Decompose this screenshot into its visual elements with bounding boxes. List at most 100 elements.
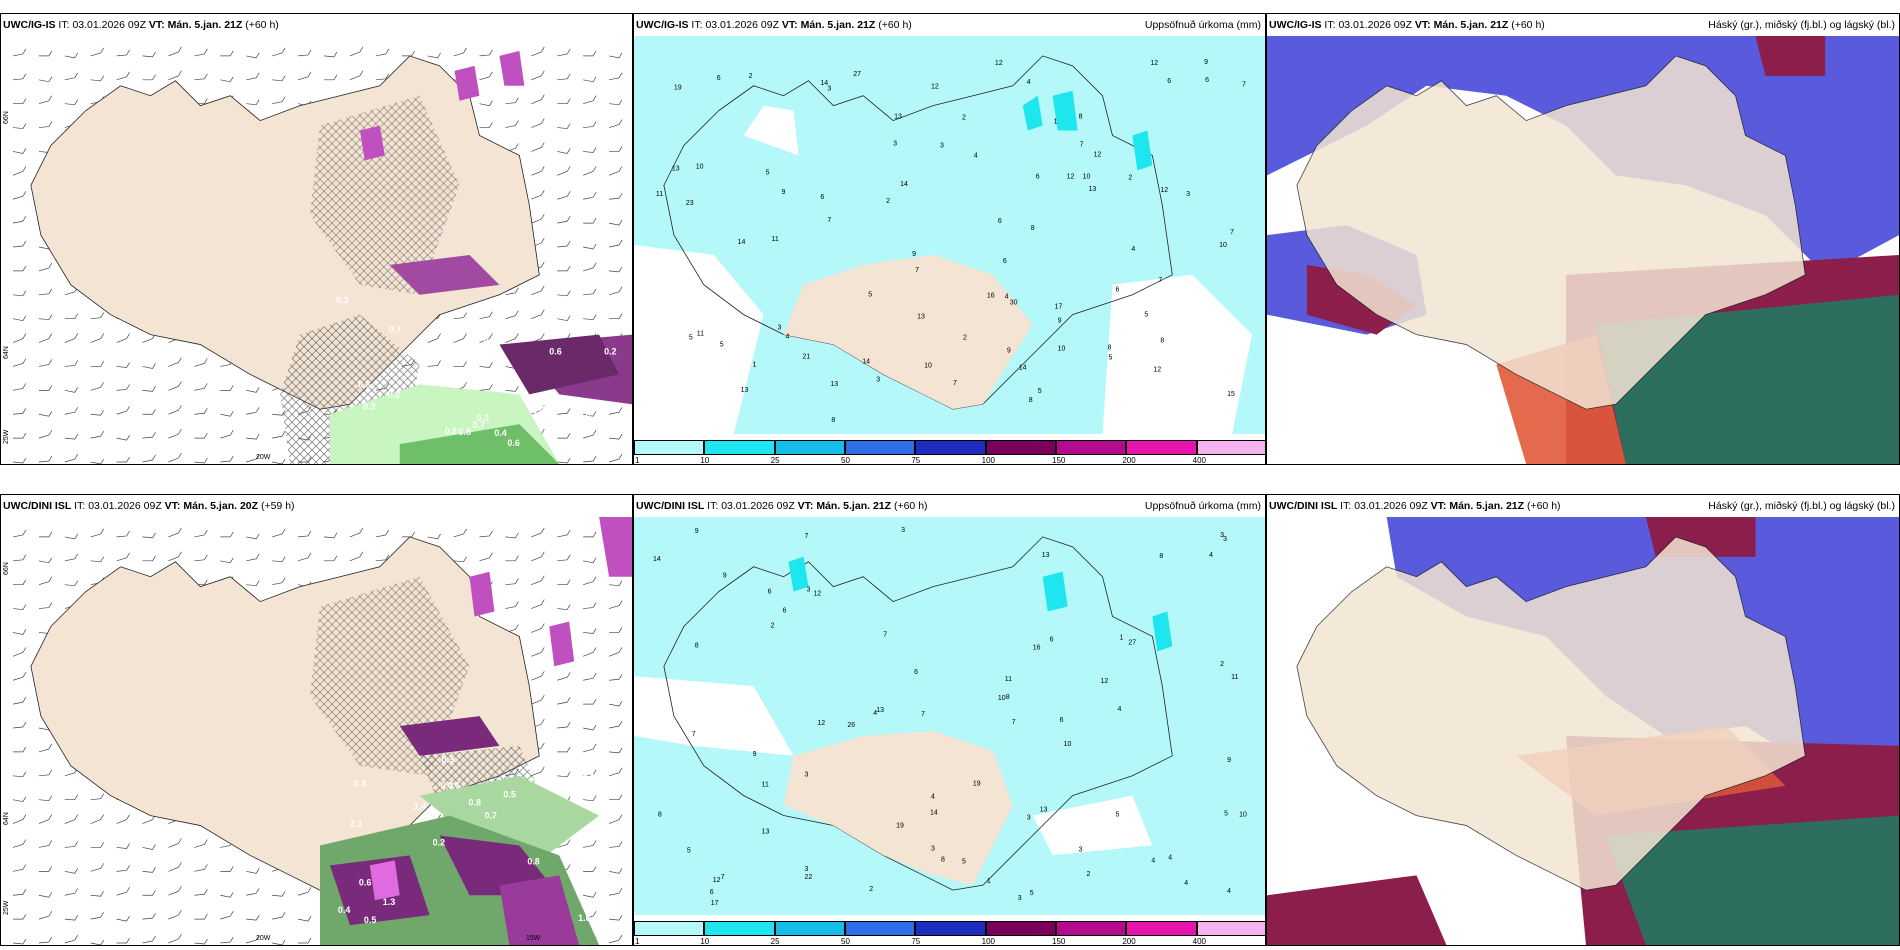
precip-value: 8 — [695, 642, 699, 649]
wind-barb — [12, 672, 27, 681]
wind-barb — [272, 891, 286, 897]
wind-value: 1.6 — [578, 913, 590, 923]
wind-barb — [64, 52, 79, 59]
precip-value: 12 — [1153, 366, 1161, 373]
wind-barb — [479, 552, 493, 562]
wind-barb — [38, 411, 53, 417]
wind-barb — [38, 314, 53, 321]
wind-barb — [505, 120, 519, 128]
precip-value: 13 — [1089, 186, 1097, 193]
wind-barb — [220, 557, 234, 564]
precip-value: 8 — [1079, 114, 1083, 121]
wind-barb — [608, 453, 623, 463]
precip-value: 4 — [1184, 880, 1188, 887]
precip-value: 4 — [1227, 888, 1231, 895]
wind-barb — [583, 557, 597, 564]
wind-barb — [608, 119, 623, 128]
colorbar-swatch — [1056, 921, 1127, 936]
wind-barb — [298, 49, 312, 57]
lon-label: 20W — [256, 935, 271, 942]
wind-barb — [557, 166, 571, 176]
wind-barb — [194, 938, 208, 945]
wind-value: 0.3 — [363, 401, 375, 411]
colorbar: 1 10 25 50 75 100 150 200 400 — [634, 434, 1265, 464]
wind-barb — [479, 49, 493, 57]
precip-value: 2 — [886, 198, 890, 205]
wind-barb — [168, 886, 182, 896]
wind-barb — [246, 433, 260, 440]
precip-value: 8 — [941, 856, 945, 863]
wind-barb — [297, 552, 312, 562]
wind-barb — [116, 865, 130, 872]
wind-barb — [531, 551, 545, 562]
colorbar-swatch — [1126, 921, 1197, 936]
precip-value: 10 — [924, 362, 932, 369]
colorbar-swatch — [704, 921, 775, 936]
precip-value: 7 — [883, 631, 887, 638]
colorbar-tick: 75 — [911, 456, 921, 465]
colorbar-swatch — [985, 921, 1056, 936]
precip-value: 26 — [847, 722, 855, 729]
precip-value: 16 — [987, 293, 995, 300]
wind-barb — [12, 721, 27, 729]
wind-barb — [531, 94, 545, 105]
precip-value: 4 — [1027, 79, 1031, 86]
wind-barb — [12, 647, 27, 657]
wind-barb — [272, 458, 286, 464]
wind-barb — [608, 647, 623, 657]
colorbar-swatch — [915, 440, 986, 455]
precip-value: 19 — [973, 781, 981, 788]
precip-value: 11 — [656, 191, 663, 198]
wind-barb — [583, 411, 597, 417]
wind-value: 0.4 — [532, 405, 544, 415]
precip-value: 7 — [721, 874, 725, 881]
wind-barb — [246, 407, 260, 415]
precip-value: 12 — [1101, 678, 1109, 685]
wind-value: 0.6 — [448, 781, 460, 791]
precip-value: 5 — [1038, 388, 1042, 395]
wind-barb — [583, 217, 597, 224]
lat-label: 64N — [3, 812, 10, 825]
wind-barb — [609, 146, 623, 152]
wind-barb — [142, 409, 156, 415]
precip-value: 14 — [738, 239, 746, 246]
wind-barb — [297, 71, 312, 81]
precip-value: 3 — [893, 140, 897, 147]
wind-barb — [168, 551, 182, 562]
colorbar-swatch — [845, 921, 916, 936]
wind-barb — [557, 696, 571, 705]
precip-value: 5 — [962, 858, 966, 865]
wind-barb — [272, 939, 286, 945]
wind-barb — [583, 147, 597, 153]
precip-value: 5 — [766, 169, 770, 176]
wind-barb — [583, 743, 597, 753]
wind-barb — [583, 840, 597, 848]
wind-value: 0.4 — [338, 905, 350, 915]
precip-value: 3 — [827, 86, 831, 93]
precip-value: 7 — [1242, 82, 1246, 89]
wind-barb — [64, 313, 79, 320]
precip-value: 4 — [1117, 706, 1121, 713]
wind-barb — [583, 724, 597, 731]
wind-value: 0.8 — [469, 798, 481, 808]
colorbar-tick: 50 — [841, 456, 850, 465]
wind-value: 0.5 — [364, 915, 376, 925]
wind-barb — [64, 934, 79, 944]
wind-barb — [272, 528, 286, 538]
wind-barb — [38, 769, 53, 777]
wind-barb — [557, 839, 571, 848]
precip-value: 5 — [1115, 811, 1119, 818]
wind-barb — [375, 73, 390, 81]
precip-value: 8 — [658, 811, 662, 818]
wind-barb — [297, 887, 312, 896]
precip-value: 12 — [995, 60, 1003, 67]
wind-barb — [38, 262, 53, 272]
wind-barb — [609, 674, 623, 681]
colorbar-swatch — [845, 440, 916, 455]
wind-barb — [583, 795, 597, 802]
wind-barb — [168, 527, 182, 538]
wind-barb — [557, 432, 571, 439]
wind-barb — [90, 47, 104, 57]
colorbar-tick: 25 — [770, 456, 780, 465]
wind-barb — [12, 864, 27, 872]
